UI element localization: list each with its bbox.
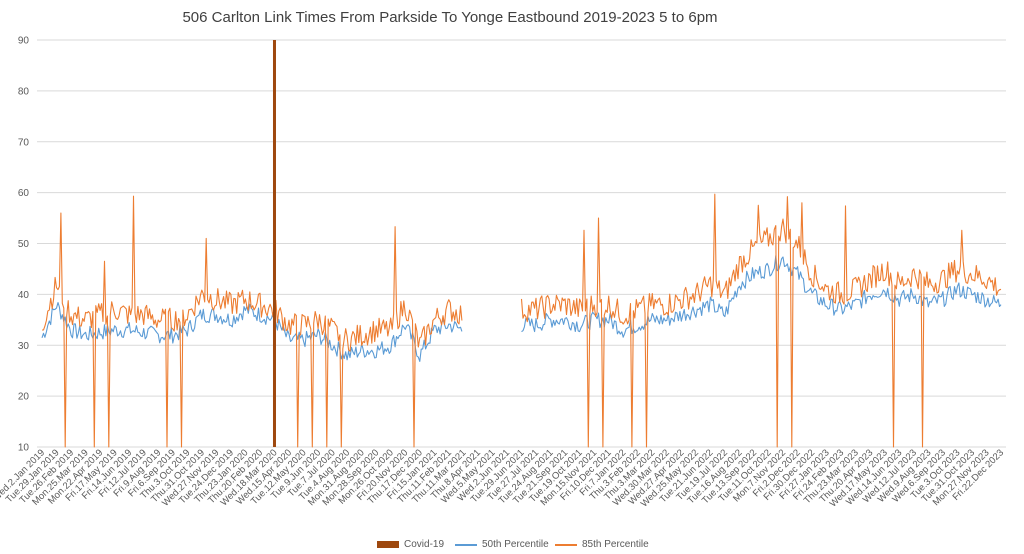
85th-swatch-icon bbox=[555, 543, 577, 546]
covid-19-marker-bar bbox=[272, 40, 276, 447]
y-tick-label: 70 bbox=[18, 137, 30, 148]
legend-item-50th: 50th Percentile bbox=[455, 539, 549, 550]
y-tick-label: 40 bbox=[18, 290, 30, 301]
y-tick-label: 50 bbox=[18, 239, 30, 250]
series-line-85th-percentile bbox=[42, 193, 1002, 448]
y-tick-label: 60 bbox=[18, 188, 30, 199]
legend-item-covid: Covid-19 bbox=[377, 539, 444, 550]
legend-label: Covid-19 bbox=[404, 539, 445, 550]
legend-item-85th: 85th Percentile bbox=[555, 539, 649, 550]
legend-label: 50th Percentile bbox=[482, 539, 549, 550]
y-tick-label: 20 bbox=[18, 392, 30, 403]
line-chart: 10 20 30 40 50 60 70 80 90 Wed.2.Jan 2019Tue.29.… bbox=[0, 36, 1006, 510]
legend: Covid-19 50th Percentile 85th Percentile bbox=[0, 539, 1024, 553]
y-tick-label: 10 bbox=[18, 443, 30, 454]
y-tick-label: 30 bbox=[18, 341, 30, 352]
y-axis: 10 20 30 40 50 60 70 80 90 bbox=[18, 36, 30, 454]
legend-label: 85th Percentile bbox=[582, 539, 649, 550]
covid-swatch-icon bbox=[377, 541, 399, 548]
series-lines bbox=[41, 40, 1002, 448]
chart-title: 506 Carlton Link Times From Parkside To … bbox=[182, 9, 718, 26]
50th-swatch-icon bbox=[455, 543, 477, 546]
y-tick-label: 90 bbox=[18, 36, 30, 47]
y-tick-label: 80 bbox=[18, 86, 30, 97]
